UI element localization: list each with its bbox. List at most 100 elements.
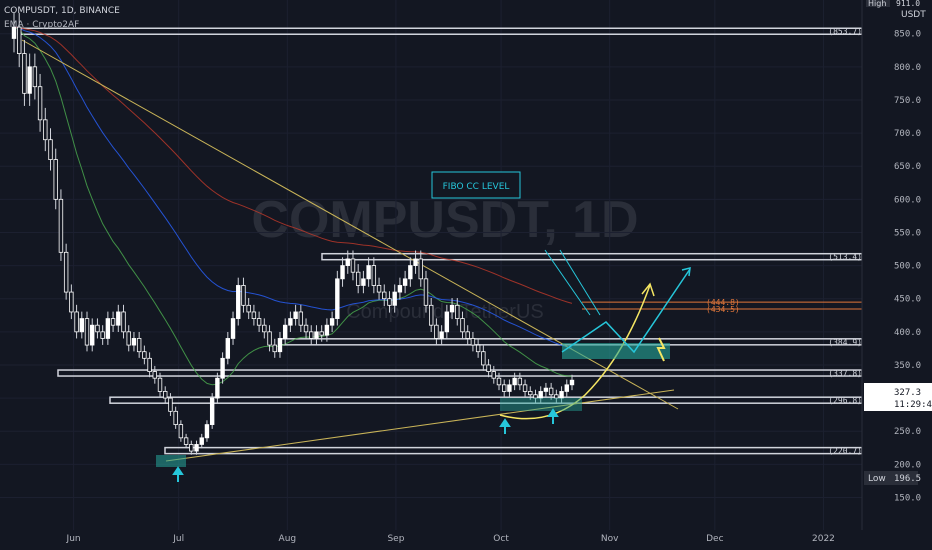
candle-body bbox=[314, 331, 319, 339]
candle-body bbox=[95, 324, 100, 333]
candle-body bbox=[554, 394, 559, 399]
candle-body bbox=[361, 278, 366, 286]
candle-body bbox=[168, 397, 173, 412]
candle-body bbox=[512, 377, 517, 386]
candle-body bbox=[439, 331, 444, 339]
indicator-legend[interactable]: EMA · Crypto2AF bbox=[4, 20, 80, 30]
candle-body bbox=[507, 384, 512, 392]
candle-body bbox=[491, 371, 496, 379]
candle-body bbox=[418, 258, 423, 280]
candle-body bbox=[17, 26, 22, 54]
level-tag: (434.5) bbox=[706, 305, 740, 314]
candle-body bbox=[413, 258, 418, 266]
candle-body bbox=[43, 119, 48, 141]
candle-body bbox=[402, 278, 408, 286]
y-tick-label: 500.0 bbox=[894, 262, 921, 272]
candle-body bbox=[230, 318, 236, 339]
buy-arrows bbox=[172, 408, 559, 482]
candle-body bbox=[293, 311, 298, 319]
ema-line bbox=[13, 26, 573, 349]
symbol-header[interactable]: COMPUSDT, 1D, BINANCE bbox=[4, 6, 120, 16]
fibo-callout-pointer-2 bbox=[544, 249, 591, 316]
candle-body bbox=[189, 444, 194, 452]
candle-body bbox=[173, 410, 178, 425]
candle-body bbox=[475, 344, 481, 353]
candle-body bbox=[397, 285, 403, 293]
low-value: 196.5 bbox=[894, 474, 921, 484]
candle-body bbox=[569, 379, 575, 386]
candle-body bbox=[84, 318, 90, 346]
arrow-up-icon bbox=[499, 418, 511, 434]
y-tick-label: 200.0 bbox=[894, 460, 921, 470]
candle-body bbox=[428, 304, 434, 326]
x-tick-label: Jul bbox=[172, 534, 184, 544]
fibo-callout-pointer bbox=[559, 249, 601, 316]
level-tag: (337.8) bbox=[828, 369, 862, 378]
candle-body bbox=[256, 318, 262, 326]
low-label: Low bbox=[868, 474, 886, 484]
candle-body bbox=[392, 291, 397, 306]
fibo-projection: FIBO CC LEVEL bbox=[431, 171, 691, 362]
candle-body bbox=[282, 324, 288, 339]
candle-body bbox=[262, 324, 267, 333]
candle-body bbox=[350, 258, 356, 273]
candle-body bbox=[371, 265, 377, 286]
candle-body bbox=[543, 387, 549, 392]
candle-body bbox=[470, 338, 476, 346]
candle-body bbox=[163, 391, 168, 399]
candle-body bbox=[204, 424, 210, 439]
candle-body bbox=[142, 351, 147, 359]
y-tick-label: 250.0 bbox=[894, 427, 921, 437]
candle-body bbox=[408, 265, 413, 280]
candle-body bbox=[548, 387, 554, 396]
candle-body bbox=[533, 394, 538, 399]
candle-body bbox=[79, 318, 84, 333]
candle-body bbox=[152, 371, 158, 379]
y-tick-label: 850.0 bbox=[894, 30, 921, 40]
y-tick-label: 150.0 bbox=[894, 493, 921, 503]
lightning-icon bbox=[656, 337, 666, 362]
candle-body bbox=[53, 159, 58, 200]
candle-body bbox=[366, 265, 371, 280]
x-tick-label: Jun bbox=[66, 534, 81, 544]
time-axis[interactable]: Jun Jul Aug Sep Oct Nov Dec 2022 bbox=[66, 534, 835, 544]
y-tick-label: 800.0 bbox=[894, 63, 921, 73]
ascending-trendline bbox=[165, 389, 675, 462]
candle-body bbox=[522, 384, 528, 392]
candle-body bbox=[22, 53, 27, 94]
candle-body bbox=[220, 357, 225, 379]
candle-body bbox=[444, 311, 450, 333]
x-tick-label: Sep bbox=[387, 534, 404, 544]
fibo-arrow-head bbox=[681, 267, 691, 277]
candle-body bbox=[319, 331, 324, 336]
high-label: High bbox=[868, 0, 886, 8]
candle-body bbox=[277, 338, 283, 353]
level-tag: (384.9) bbox=[828, 338, 862, 347]
x-tick-label: Nov bbox=[601, 534, 619, 544]
candle-body bbox=[496, 377, 502, 386]
candle-body bbox=[267, 331, 272, 346]
y-tick-label: 750.0 bbox=[894, 96, 921, 106]
x-tick-label: Dec bbox=[706, 534, 723, 544]
low-label-bg bbox=[864, 471, 888, 485]
y-tick-label: 600.0 bbox=[894, 195, 921, 205]
fibo-label: FIBO CC LEVEL bbox=[443, 182, 510, 192]
candle-body bbox=[110, 318, 116, 326]
candle-body bbox=[455, 304, 460, 319]
support-zone-june bbox=[156, 455, 186, 467]
candle-body bbox=[423, 278, 429, 306]
candle-body bbox=[105, 318, 111, 339]
candle-body bbox=[298, 311, 304, 326]
candle-body bbox=[517, 377, 523, 386]
candle-body bbox=[63, 251, 69, 293]
ema-line bbox=[13, 26, 573, 304]
candle-body bbox=[48, 139, 53, 160]
candle-body bbox=[27, 66, 32, 94]
level-tag: (853.7) bbox=[828, 27, 862, 36]
candle-body bbox=[434, 324, 439, 339]
price-axis[interactable]: 150.0200.0250.0300.0350.0400.0450.0500.0… bbox=[894, 30, 921, 504]
high-label-bg bbox=[866, 0, 890, 7]
y-tick-label: 350.0 bbox=[894, 361, 921, 371]
